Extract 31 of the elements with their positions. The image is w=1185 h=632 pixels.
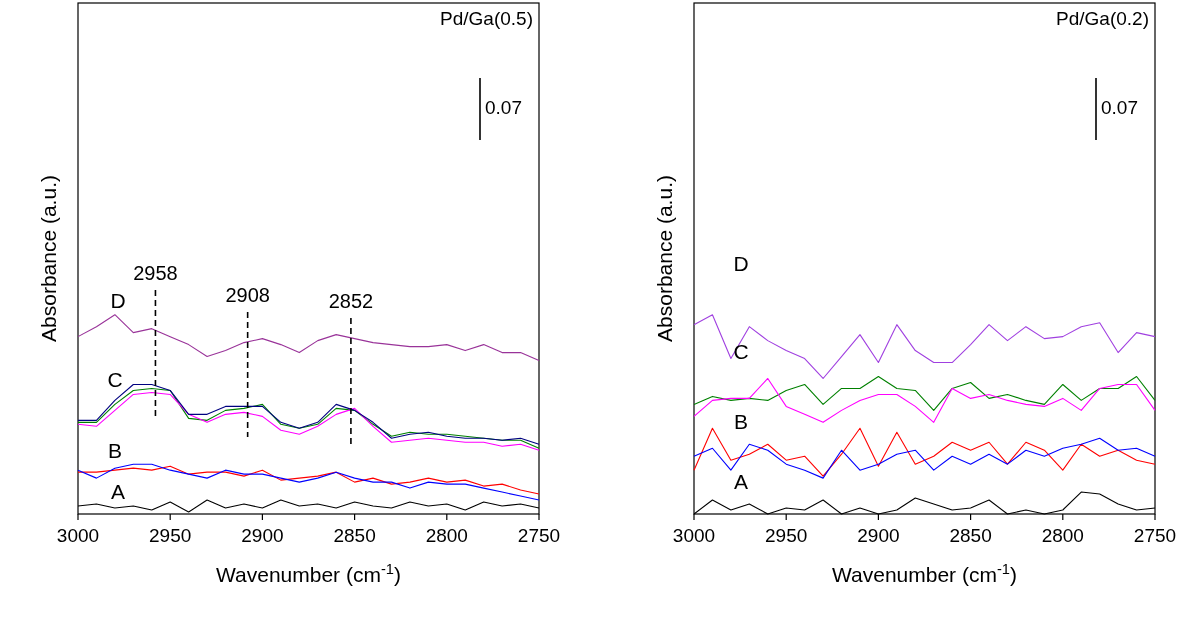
x-tick-label: 3000 <box>672 525 716 546</box>
text: D <box>733 251 749 275</box>
ref-line-label: 2908 <box>225 284 270 306</box>
x-tick-label: 2800 <box>425 525 468 546</box>
y-axis-title: Absorbance (a.u.) <box>653 175 676 342</box>
chart-title: Pd/Ga(0.2) <box>1056 8 1149 29</box>
text: 0.07 <box>1101 97 1138 119</box>
x-tick-label: 2950 <box>765 525 808 546</box>
x-tick-label: 3000 <box>56 525 100 546</box>
annotation: B <box>733 409 749 433</box>
x-tick-label: 2750 <box>517 525 561 546</box>
x-axis-title: Wavenumber (cm$^{-1}$) <box>216 561 401 586</box>
annotation: A <box>110 479 126 503</box>
ref-line-label: 2852 <box>328 290 374 312</box>
x-tick-label: 2850 <box>949 525 992 546</box>
x-tick-label: 2900 <box>241 525 284 546</box>
chart-title: Pd/Ga(0.5) <box>440 8 533 29</box>
text: D <box>110 288 126 312</box>
x-tick-label: 2850 <box>333 525 376 546</box>
annotation: C <box>733 339 749 363</box>
x-tick-label: 2800 <box>1041 525 1084 546</box>
x-tick-label: 2750 <box>1133 525 1177 546</box>
annotation: C <box>107 367 123 391</box>
y-axis-title: Absorbance (a.u.) <box>37 175 60 342</box>
x-axis-title: Wavenumber (cm$^{-1}$) <box>832 561 1017 586</box>
annotation: A <box>733 469 749 493</box>
x-tick-label: 2900 <box>857 525 900 546</box>
ref-line-label: 2958 <box>133 262 178 284</box>
annotation: B <box>107 438 123 462</box>
x-tick-label: 2950 <box>149 525 192 546</box>
text: 0.07 <box>485 97 522 119</box>
